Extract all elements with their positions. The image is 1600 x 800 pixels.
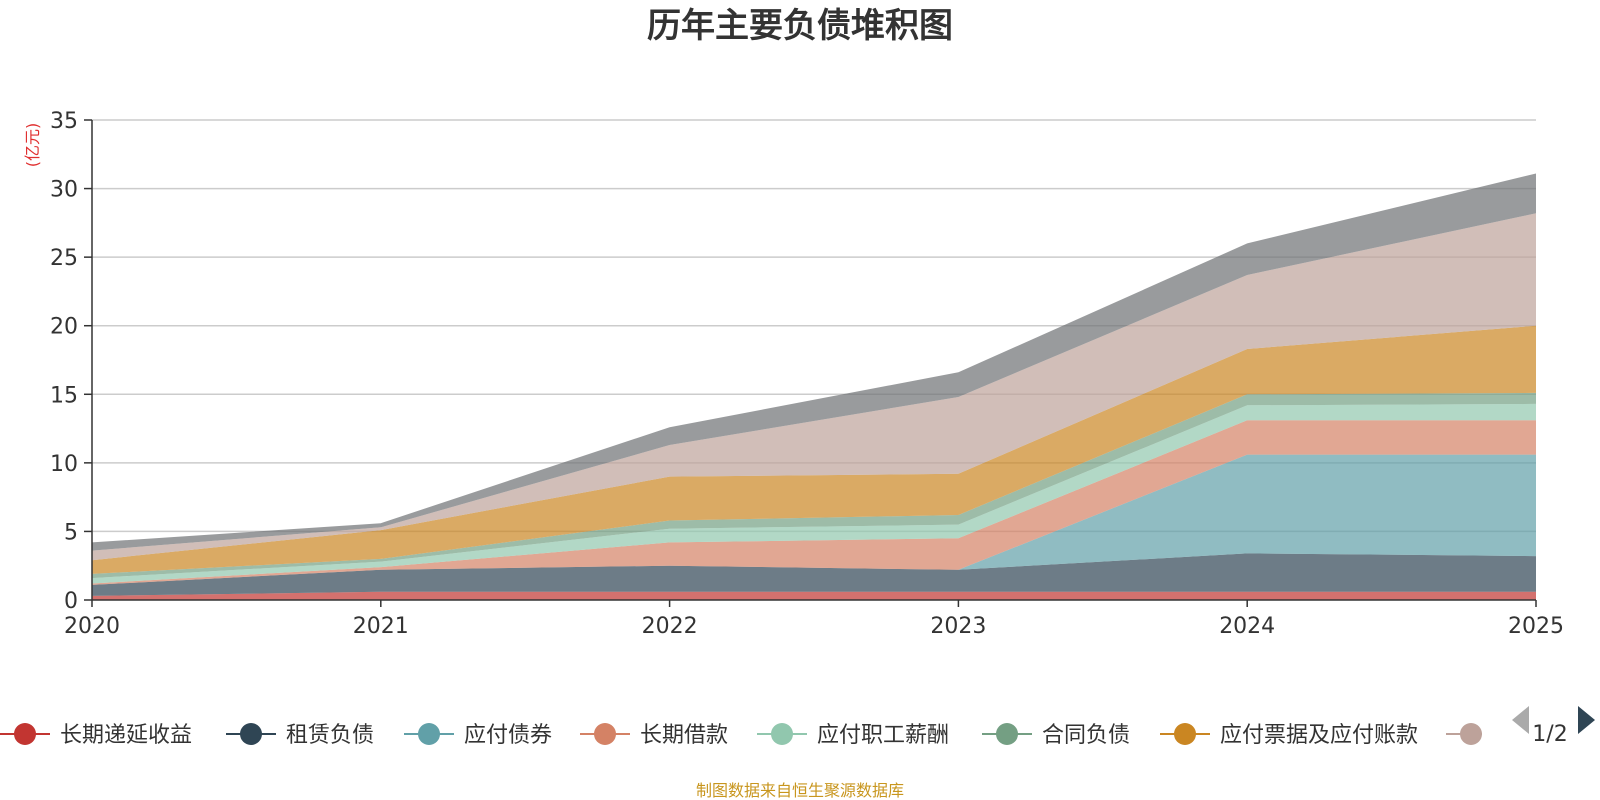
legend-item-2[interactable]: 租赁负债	[226, 723, 374, 748]
legend-page-indicator: 1/2	[1532, 722, 1567, 747]
legend-item-3[interactable]: 应付债券	[404, 723, 552, 748]
y-tick-label: 30	[50, 178, 78, 203]
legend-item-6[interactable]: 合同负债	[982, 723, 1130, 748]
legend-item-1[interactable]: 长期递延收益	[0, 723, 192, 748]
y-tick-label: 25	[50, 246, 78, 271]
legend-next-icon[interactable]	[1578, 706, 1595, 734]
x-tick-label: 2023	[930, 614, 986, 639]
x-tick-label: 2025	[1508, 614, 1564, 639]
legend-label: 应付债券	[464, 723, 552, 748]
legend-item-5[interactable]: 应付职工薪酬	[757, 723, 949, 748]
data-source-note: 制图数据来自恒生聚源数据库	[696, 781, 904, 800]
legend-label: 合同负债	[1042, 723, 1130, 748]
legend[interactable]: 长期递延收益 租赁负债 应付债券 长期借款 应付职工薪酬 合同负债 应付票据及应付账款	[0, 723, 1496, 748]
area-series-group[interactable]	[92, 173, 1536, 601]
x-tick-label: 2024	[1219, 614, 1275, 639]
y-tick-label: 20	[50, 315, 78, 340]
legend-marker-icon	[1460, 723, 1482, 745]
legend-label: 应付职工薪酬	[817, 723, 949, 748]
legend-marker-icon	[1174, 723, 1196, 745]
legend-marker-icon	[996, 723, 1018, 745]
legend-marker-icon	[14, 723, 36, 745]
legend-pager: 1/2	[1512, 706, 1595, 747]
chart-title: 历年主要负债堆积图	[647, 6, 953, 46]
area-series-2[interactable]	[92, 553, 1536, 596]
area-series-7[interactable]	[92, 325, 1536, 574]
legend-marker-icon	[418, 723, 440, 745]
area-series-1[interactable]	[92, 591, 1536, 600]
x-tick-label: 2022	[642, 614, 698, 639]
legend-prev-icon[interactable]	[1512, 706, 1529, 734]
y-tick-label: 15	[50, 383, 78, 408]
legend-item-4[interactable]: 长期借款	[580, 723, 728, 748]
legend-label: 长期递延收益	[60, 723, 192, 748]
legend-marker-icon	[771, 723, 793, 745]
legend-label: 应付票据及应付账款	[1220, 723, 1418, 748]
y-tick-label: 0	[64, 589, 78, 614]
area-series-4[interactable]	[92, 420, 1536, 585]
y-tick-label: 5	[64, 520, 78, 545]
legend-label: 长期借款	[640, 723, 728, 748]
legend-marker-icon	[240, 723, 262, 745]
y-tick-label: 10	[50, 452, 78, 477]
legend-marker-icon	[594, 723, 616, 745]
legend-label: 租赁负债	[286, 723, 374, 748]
y-axis-unit-label: (亿元)	[23, 123, 42, 168]
area-series-8[interactable]	[92, 213, 1536, 561]
legend-item-8-partial[interactable]	[1446, 723, 1496, 745]
grid-lines	[92, 119, 1536, 533]
area-series-3[interactable]	[92, 454, 1536, 585]
area-series-9[interactable]	[92, 173, 1536, 551]
x-tick-label: 2020	[64, 614, 120, 639]
y-tick-label: 35	[50, 109, 78, 134]
area-series-5[interactable]	[92, 403, 1536, 584]
legend-item-7[interactable]: 应付票据及应付账款	[1160, 723, 1418, 748]
x-tick-label: 2021	[353, 614, 409, 639]
